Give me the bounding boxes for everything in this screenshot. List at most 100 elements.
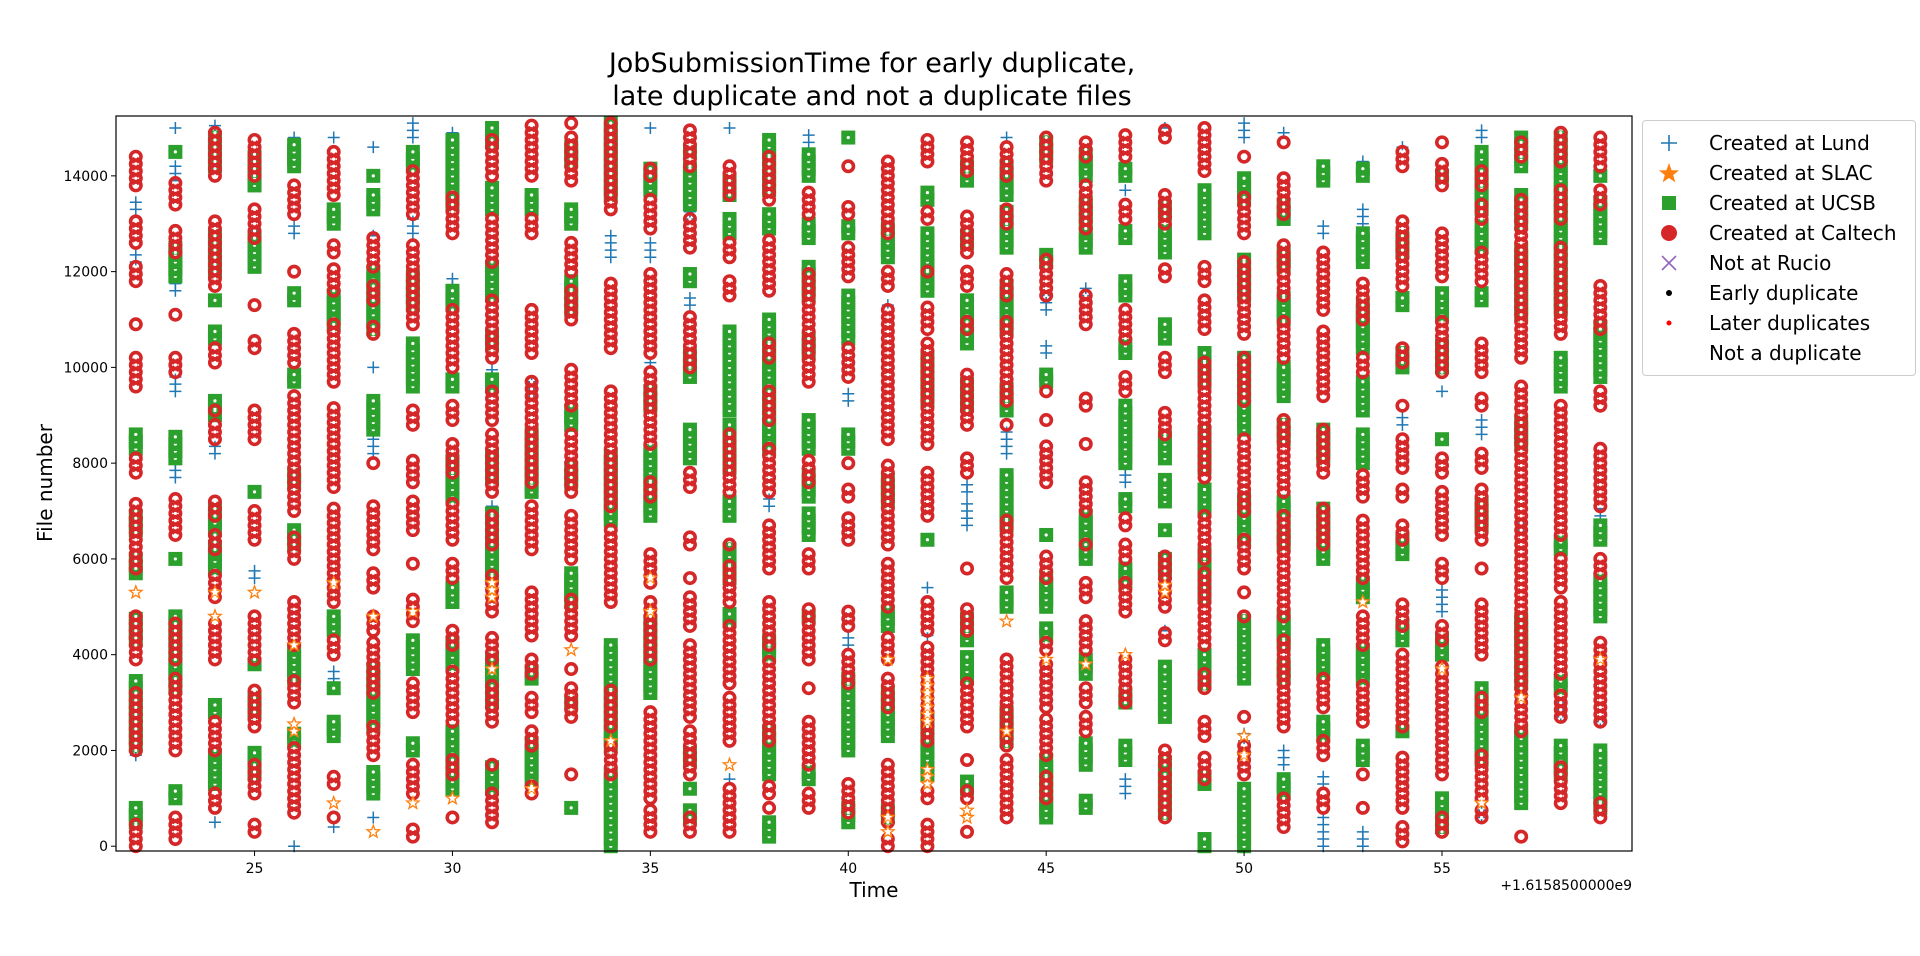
not-duplicate-dot <box>846 487 850 492</box>
not-duplicate-dot <box>609 310 613 314</box>
not-duplicate-dot <box>727 164 732 168</box>
not-duplicate-dot <box>252 710 257 714</box>
not-duplicate-dot <box>490 475 494 480</box>
caltech-point <box>445 664 460 679</box>
not-duplicate-dot <box>332 449 336 453</box>
not-duplicate-dot <box>1242 231 1246 235</box>
caltech-point <box>247 772 262 787</box>
caltech-point <box>326 276 341 291</box>
not-duplicate-dot <box>411 638 415 642</box>
not-duplicate-dot <box>569 461 573 465</box>
not-duplicate-dot <box>925 514 930 518</box>
caltech-point <box>326 480 341 495</box>
caltech-point <box>128 638 143 653</box>
caltech-point <box>326 283 341 298</box>
not-duplicate-dot <box>648 399 652 403</box>
not-duplicate-dot <box>569 396 573 401</box>
not-duplicate-dot <box>292 495 296 499</box>
not-duplicate-dot <box>1163 425 1167 429</box>
not-duplicate-dot <box>1242 392 1246 396</box>
not-duplicate-dot <box>134 377 138 381</box>
not-duplicate-dot <box>450 377 455 381</box>
not-duplicate-dot <box>252 657 257 662</box>
not-duplicate-dot <box>1202 382 1207 386</box>
not-duplicate-dot <box>134 621 138 626</box>
not-duplicate-dot <box>1123 602 1127 607</box>
not-duplicate-dot <box>173 837 177 841</box>
caltech-point <box>405 757 420 772</box>
not-duplicate-dot <box>767 289 771 293</box>
caltech-point <box>524 338 539 353</box>
caltech-point <box>524 410 539 425</box>
not-duplicate-dot <box>1005 399 1009 403</box>
not-duplicate-dot <box>1282 688 1286 693</box>
caltech-point <box>366 542 381 557</box>
not-duplicate-dot <box>292 291 296 295</box>
not-duplicate-dot <box>490 595 494 599</box>
not-duplicate-dot <box>965 169 969 173</box>
caltech-point <box>524 219 539 234</box>
not-duplicate-dot <box>1005 765 1009 769</box>
caltech-point <box>287 192 302 207</box>
not-duplicate-dot <box>807 322 811 326</box>
not-duplicate-dot <box>886 535 890 539</box>
not-duplicate-dot <box>925 607 930 611</box>
caltech-point <box>603 334 618 349</box>
not-duplicate-dot <box>490 174 494 178</box>
not-duplicate-dot <box>767 545 771 549</box>
lund-point <box>169 160 182 173</box>
not-duplicate-dot <box>727 787 732 791</box>
not-duplicate-dot <box>1242 495 1246 499</box>
not-duplicate-dot <box>411 619 415 623</box>
not-duplicate-dot <box>134 806 138 810</box>
not-duplicate-dot <box>1163 665 1167 669</box>
not-duplicate-dot <box>292 353 296 358</box>
caltech-point <box>168 506 183 521</box>
not-duplicate-dot <box>925 152 930 156</box>
caltech-point <box>128 623 143 638</box>
not-duplicate-dot <box>530 167 534 171</box>
caltech-point <box>168 499 183 514</box>
not-duplicate-dot <box>1163 432 1167 437</box>
caltech-point <box>287 530 302 545</box>
not-duplicate-dot <box>173 533 177 537</box>
caltech-point <box>366 719 381 734</box>
caltech-point <box>207 132 222 147</box>
caltech-point <box>445 451 460 466</box>
not-duplicate-dot <box>213 791 217 796</box>
not-duplicate-dot <box>252 703 257 707</box>
caltech-point <box>326 551 341 566</box>
caltech-point <box>128 707 143 722</box>
not-duplicate-dot <box>213 574 217 578</box>
not-duplicate-dot <box>807 650 811 654</box>
caltech-point <box>485 638 500 653</box>
not-duplicate-dot <box>925 320 930 324</box>
not-duplicate-dot <box>1005 392 1009 396</box>
not-duplicate-dot <box>648 621 652 626</box>
caltech-point <box>405 417 420 432</box>
not-duplicate-dot <box>134 370 138 374</box>
caltech-point <box>247 511 262 526</box>
caltech-point <box>524 317 539 332</box>
not-duplicate-dot <box>767 396 771 401</box>
not-duplicate-dot <box>252 688 257 693</box>
not-duplicate-dot <box>1044 135 1048 140</box>
caltech-point <box>564 544 579 559</box>
caltech-point <box>128 156 143 171</box>
not-duplicate-dot <box>1123 657 1127 662</box>
not-duplicate-dot <box>134 322 138 326</box>
not-duplicate-dot <box>371 586 375 590</box>
not-duplicate-dot <box>767 660 771 664</box>
caltech-point <box>326 408 341 423</box>
not-duplicate-dot <box>173 181 177 185</box>
slac-point <box>325 794 342 810</box>
not-duplicate-dot <box>727 475 732 480</box>
not-duplicate-dot <box>490 305 494 310</box>
not-duplicate-dot <box>1202 425 1207 429</box>
caltech-point <box>287 199 302 214</box>
not-duplicate-dot <box>886 799 890 803</box>
not-duplicate-dot <box>807 748 811 753</box>
not-duplicate-dot <box>648 724 652 729</box>
not-duplicate-dot <box>807 337 811 341</box>
not-duplicate-dot <box>411 212 415 216</box>
